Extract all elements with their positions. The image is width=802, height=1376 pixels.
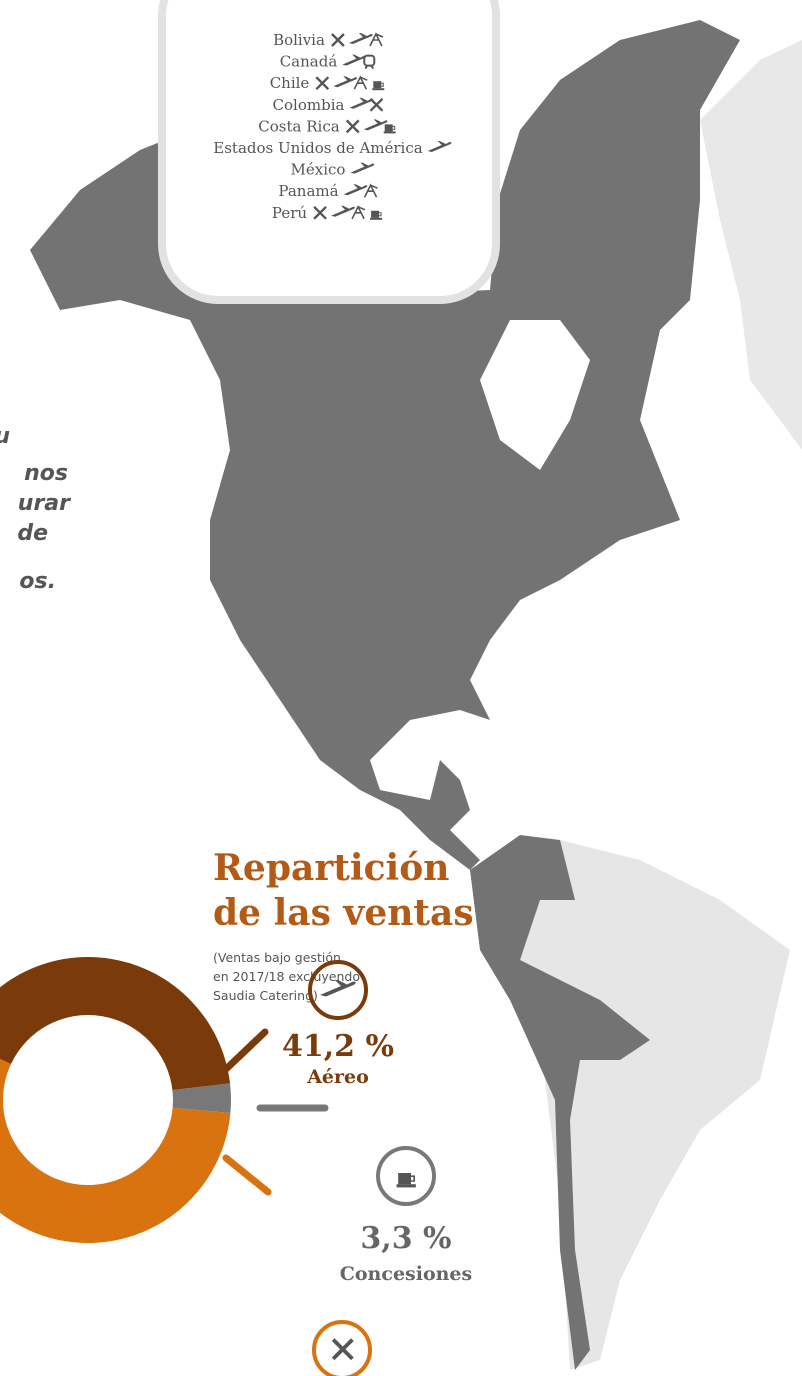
subtitle: Saudia Catering): [213, 988, 318, 1003]
country-name: Costa Rica: [258, 117, 339, 135]
north-america: [30, 20, 740, 870]
country-name: México: [291, 161, 346, 179]
quote-text: urar: [18, 491, 71, 516]
country-row: Chile: [270, 74, 385, 92]
country-row: Costa Rica: [258, 117, 397, 135]
subtitle: (Ventas bajo gestión: [213, 950, 341, 965]
value-label: 41,2 %: [282, 1029, 394, 1064]
leader-line: [222, 1154, 272, 1196]
country-name: Canadá: [280, 53, 338, 71]
country-row: Panamá: [278, 182, 379, 200]
south-america-east: [500, 840, 790, 1370]
quote-text: u: [0, 424, 10, 449]
chart-title: de las ventas: [213, 892, 474, 934]
country-row: Bolivia: [273, 31, 384, 49]
donut-segment: [0, 1058, 231, 1243]
country-row: Estados Unidos de América: [213, 139, 452, 157]
country-box: [158, 0, 500, 304]
country-name: Colombia: [273, 96, 345, 114]
value-label: 3,3 %: [360, 1221, 451, 1256]
donut-segment: [172, 1083, 231, 1113]
category-label: Concesiones: [340, 1263, 472, 1285]
south-america-west: [470, 835, 650, 1370]
country-row: Canadá: [280, 53, 376, 71]
donut-segment: [0, 957, 231, 1091]
chart-title: Repartición: [213, 847, 449, 889]
quote-text: de: [17, 521, 48, 546]
map: [30, 20, 802, 1370]
country-row: México: [291, 161, 375, 179]
greenland: [700, 40, 802, 450]
country-row: Colombia: [273, 96, 384, 114]
icon-rail: [312, 1320, 372, 1376]
country-row: Perú: [272, 204, 383, 222]
country-name: Chile: [270, 74, 310, 92]
icon-air: [308, 960, 368, 1020]
quote-text: os.: [19, 569, 56, 594]
subtitle: en 2017/18 excluyendo: [213, 969, 360, 984]
quote-text: nos: [24, 461, 68, 486]
hudson-bay: [480, 320, 590, 470]
category-label: Aéreo: [306, 1066, 369, 1088]
country-name: Perú: [272, 204, 307, 222]
icon-concessions: [376, 1146, 436, 1206]
country-name: Bolivia: [273, 31, 325, 49]
country-name: Estados Unidos de América: [213, 139, 422, 157]
leader-line: [221, 1028, 269, 1074]
country-name: Panamá: [278, 182, 338, 200]
